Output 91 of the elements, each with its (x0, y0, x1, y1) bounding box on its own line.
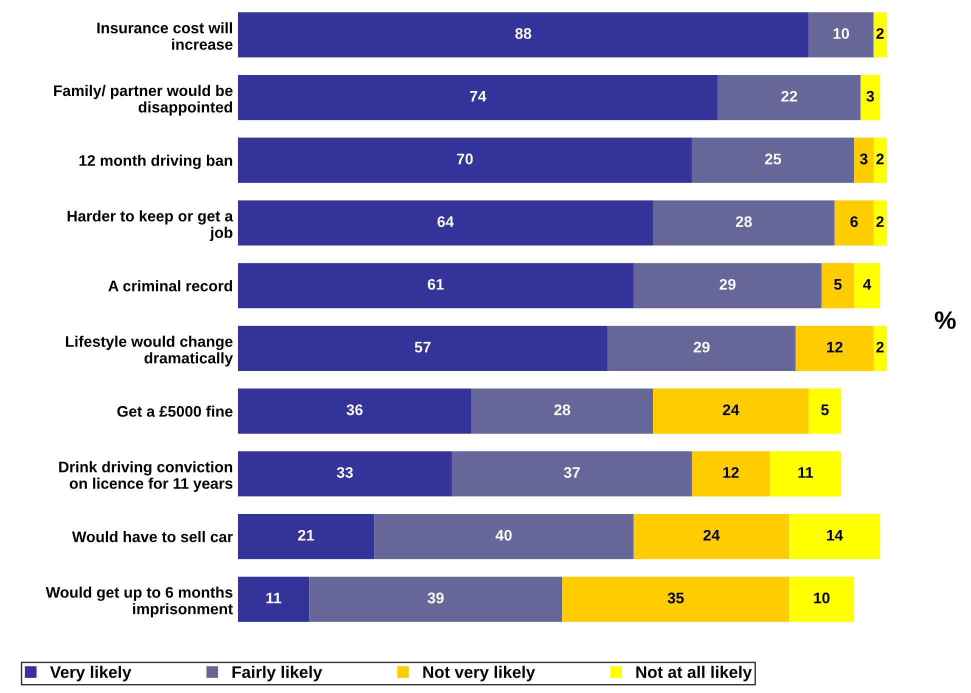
data-label: 11 (266, 592, 282, 604)
y-tick-label: 12 month driving ban (80, 154, 232, 170)
data-label: 14 (827, 530, 844, 541)
data-label: 2 (876, 216, 884, 227)
bar (874, 326, 887, 371)
data-label: 11 (798, 467, 814, 478)
data-label: 21 (298, 530, 314, 541)
bar (874, 200, 887, 246)
y-tick-label: Drink driving conviction on licence for 11 years (59, 461, 232, 492)
bar (834, 200, 874, 246)
data-label: 29 (694, 342, 710, 353)
bar (692, 451, 770, 496)
bar (238, 326, 608, 371)
bar (718, 74, 861, 120)
data-label: 6 (850, 216, 858, 228)
bar (238, 138, 692, 183)
legend-label: Fairly likely (232, 666, 322, 682)
data-label: 57 (414, 342, 431, 353)
bar (238, 451, 452, 496)
y-tick-label: Insurance cost will increase (97, 22, 233, 50)
y-tick-label: Get a £5000 fine (117, 406, 233, 417)
data-label: 70 (457, 154, 473, 164)
data-label: 12 (723, 467, 739, 478)
bar (452, 451, 692, 496)
legend-label: Very likely (50, 666, 132, 682)
data-label: 28 (554, 404, 570, 416)
data-label: 10 (814, 592, 830, 604)
bar (808, 388, 842, 434)
bar (634, 263, 822, 308)
bar (854, 138, 874, 183)
bar (822, 263, 854, 308)
bar (238, 12, 809, 58)
data-label: 88 (515, 28, 532, 39)
bar (796, 326, 874, 371)
data-label: 39 (428, 592, 444, 604)
data-label: 3 (866, 90, 874, 102)
bar (374, 514, 634, 560)
data-label: 28 (736, 216, 752, 228)
bar (692, 138, 854, 183)
bar (634, 514, 790, 560)
data-label: 64 (438, 216, 454, 228)
data-label: 22 (781, 90, 798, 102)
y-tick-label: A criminal record (108, 280, 232, 292)
data-label: 4 (863, 279, 872, 290)
y-tick-label: Would get up to 6 months imprisonment (46, 586, 233, 618)
data-label: 35 (668, 592, 684, 604)
data-label: 24 (722, 404, 740, 416)
data-label: 36 (346, 404, 363, 416)
y-tick-label: Would have to sell car (72, 531, 233, 542)
legend-label: Not at all likely (636, 666, 752, 682)
bar (874, 12, 887, 58)
data-label: 25 (765, 154, 782, 164)
data-label: 5 (834, 279, 842, 290)
data-label: 3 (860, 154, 868, 164)
bar (238, 263, 634, 308)
data-label: 74 (470, 90, 486, 102)
y-tick-label: Lifestyle would change dramatically (66, 336, 233, 366)
bar (309, 576, 562, 622)
bar (860, 74, 880, 120)
bar (608, 326, 796, 371)
bar (238, 514, 374, 560)
data-label: 2 (876, 342, 884, 352)
bar (238, 388, 472, 434)
legend-label: Not very likely (423, 666, 536, 682)
bar (471, 388, 654, 434)
bar (854, 263, 880, 308)
bar (653, 388, 809, 434)
data-label: 33 (336, 467, 353, 478)
data-label: 12 (827, 342, 843, 352)
data-label: 5 (821, 404, 829, 416)
data-label: 37 (564, 467, 580, 478)
bar (874, 138, 887, 183)
data-label: 40 (496, 530, 512, 541)
bar (562, 576, 790, 622)
bar (653, 200, 835, 246)
data-label: 10 (834, 28, 849, 39)
bar (238, 74, 718, 120)
bar (808, 12, 874, 58)
y-tick-label: Family/ partner would be disappointed (54, 84, 233, 116)
data-label: 2 (876, 28, 884, 39)
data-label: 24 (703, 530, 720, 541)
bar (770, 451, 842, 496)
data-label: 2 (876, 154, 884, 164)
bar (789, 576, 854, 622)
data-label: 29 (720, 278, 736, 290)
bar (238, 576, 310, 622)
y-tick-label: Harder to keep or get a job (68, 210, 234, 242)
text: % (934, 311, 956, 329)
bar (789, 514, 880, 560)
bar (238, 200, 654, 246)
data-label: 61 (428, 278, 444, 290)
